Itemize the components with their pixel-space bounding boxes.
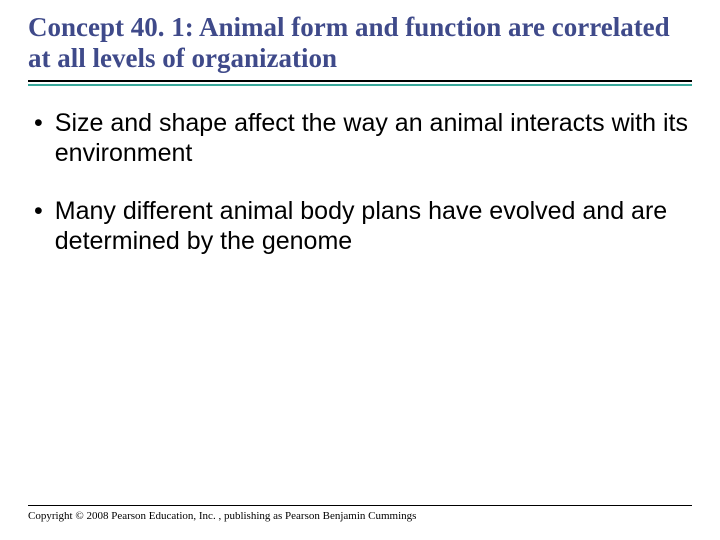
bullet-item: • Many different animal body plans have … bbox=[34, 196, 692, 256]
bullet-text: Many different animal body plans have ev… bbox=[55, 196, 692, 256]
title-underline bbox=[28, 80, 692, 82]
bullet-text: Size and shape affect the way an animal … bbox=[55, 108, 692, 168]
slide-container: Concept 40. 1: Animal form and function … bbox=[0, 0, 720, 540]
footer: Copyright © 2008 Pearson Education, Inc.… bbox=[28, 505, 692, 522]
footer-rule bbox=[28, 505, 692, 506]
bullet-marker: • bbox=[34, 108, 43, 139]
accent-underline bbox=[28, 84, 692, 86]
bullet-item: • Size and shape affect the way an anima… bbox=[34, 108, 692, 168]
bullet-marker: • bbox=[34, 196, 43, 227]
slide-title: Concept 40. 1: Animal form and function … bbox=[28, 12, 692, 80]
content-area: • Size and shape affect the way an anima… bbox=[28, 108, 692, 256]
copyright-text: Copyright © 2008 Pearson Education, Inc.… bbox=[28, 510, 692, 522]
